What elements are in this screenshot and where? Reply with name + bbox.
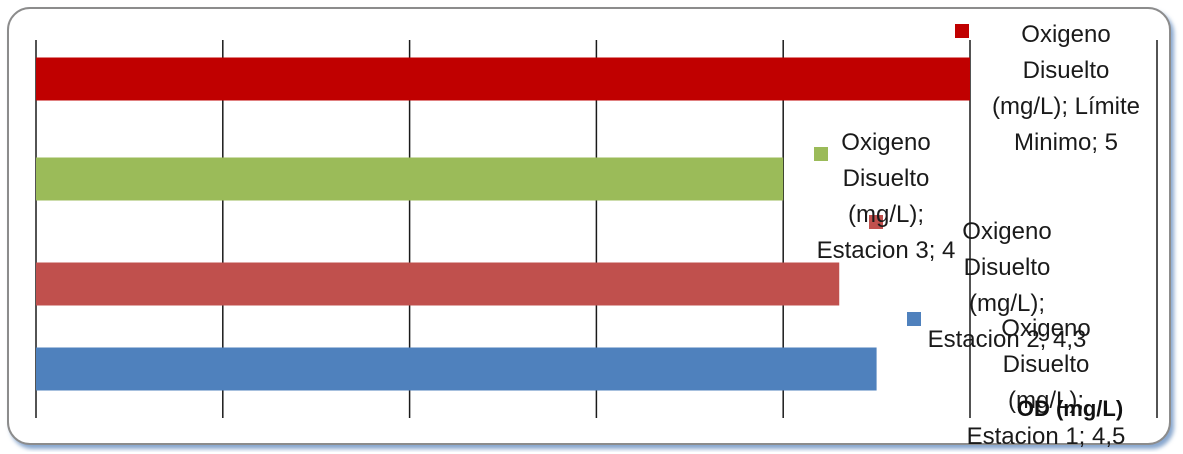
data-labels: Oxigeno Disuelto (mg/L); Estacion 1; 4,5Oxi… — [814, 21, 1140, 450]
bar-l-mite-minimo — [36, 57, 970, 101]
data-label-marker — [814, 147, 828, 161]
bar-estacion-1 — [36, 347, 877, 391]
data-label-marker — [869, 215, 883, 229]
chart-svg: Oxigeno Disuelto (mg/L); Estacion 1; 4,5Oxi… — [7, 7, 1171, 450]
chart-border — [7, 7, 1171, 445]
chart-frame: Oxigeno Disuelto (mg/L); Estacion 1; 4,5 Oxi… — [4, 4, 1177, 450]
bar-estacion-3 — [36, 157, 784, 201]
data-label-marker — [907, 312, 921, 326]
data-label-l-mite-minimo: Oxigeno Disuelto (mg/L); Límite Minimo; 5 — [992, 21, 1140, 156]
bar-series — [36, 57, 970, 391]
data-label-marker — [955, 24, 969, 38]
gridlines — [35, 40, 1158, 418]
data-label-estacion-2: Oxigeno Disuelto (mg/L); Estacion 2; 4,3 — [928, 218, 1087, 353]
data-label-estacion-3: Oxigeno Disuelto (mg/L); Estacion 3; 4 — [817, 129, 956, 264]
data-label-estacion-1: Oxigeno Disuelto (mg/L); Estacion 1; 4,5 — [967, 315, 1126, 450]
x-axis-title: OD (mg/L) — [1017, 396, 1123, 421]
bar-estacion-2 — [36, 262, 840, 306]
